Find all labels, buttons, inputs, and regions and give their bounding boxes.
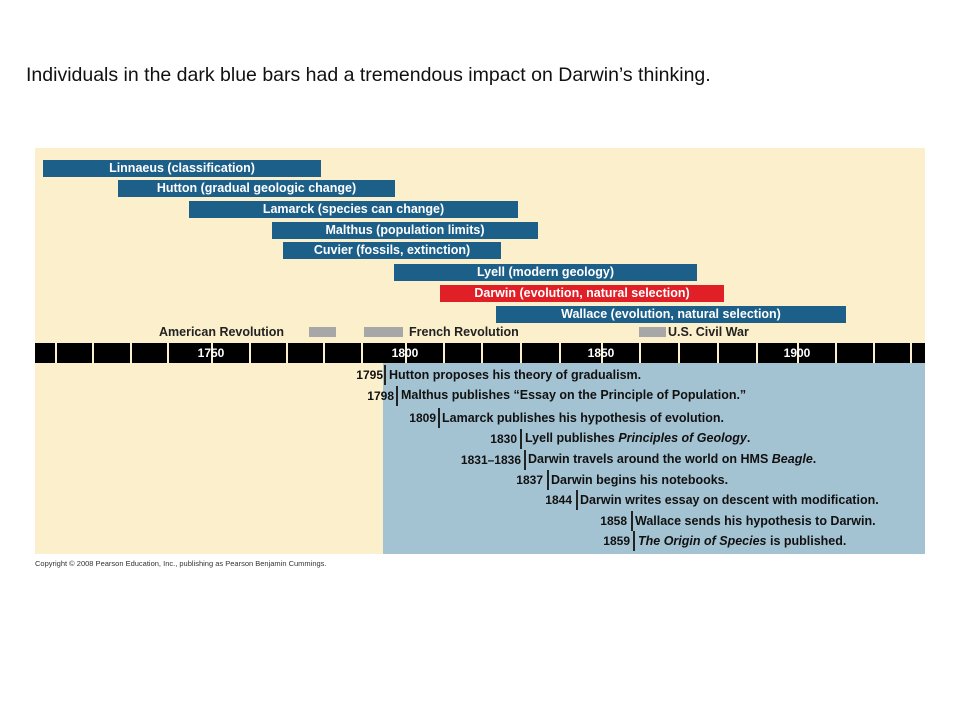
axis-tick: [601, 343, 603, 363]
event-marker: [524, 450, 526, 470]
event-marker: [520, 429, 522, 449]
bar-linnaeus: Linnaeus (classification): [43, 160, 321, 177]
axis-tick: [797, 343, 799, 363]
axis-label-1800: 1800: [391, 346, 419, 360]
event-year: 1859: [603, 534, 630, 548]
axis-label-1900: 1900: [783, 346, 811, 360]
axis-tick: [167, 343, 169, 363]
axis-tick: [481, 343, 483, 363]
bar-hutton: Hutton (gradual geologic change): [118, 180, 395, 197]
event-text: Darwin begins his notebooks.: [551, 473, 729, 487]
civil-war-block: [639, 327, 666, 337]
event-year: 1837: [516, 473, 543, 487]
axis-label-1750: 1750: [197, 346, 225, 360]
time-axis: 1750 1800 1850 1900: [35, 343, 925, 363]
event-text: Hutton proposes his theory of gradualism…: [389, 368, 642, 382]
event-year: 1795: [356, 368, 383, 382]
american-revolution-block: [309, 327, 336, 337]
event-text: The Origin of Species is published.: [638, 534, 847, 548]
event-marker: [547, 470, 549, 490]
event-marker: [396, 386, 398, 406]
axis-tick: [559, 343, 561, 363]
axis-tick: [873, 343, 875, 363]
page-title: Individuals in the dark blue bars had a …: [26, 64, 711, 86]
axis-tick: [249, 343, 251, 363]
axis-tick: [55, 343, 57, 363]
event-marker: [631, 511, 633, 531]
event-text: Lyell publishes Principles of Geology.: [525, 431, 751, 445]
axis-tick: [756, 343, 758, 363]
axis-tick: [405, 343, 407, 363]
axis-tick: [717, 343, 719, 363]
event-text: Darwin travels around the world on HMS B…: [528, 452, 817, 466]
event-year: 1858: [600, 514, 627, 528]
french-revolution-block: [364, 327, 403, 337]
axis-tick: [92, 343, 94, 363]
event-text: Wallace sends his hypothesis to Darwin.: [635, 514, 876, 528]
axis-tick: [639, 343, 641, 363]
event-text: Malthus publishes “Essay on the Principl…: [401, 388, 747, 402]
axis-tick: [835, 343, 837, 363]
event-marker: [576, 490, 578, 510]
bar-lamarck: Lamarck (species can change): [189, 201, 518, 218]
french-revolution-label: French Revolution: [409, 325, 519, 339]
events-region: [383, 363, 925, 554]
axis-tick: [678, 343, 680, 363]
american-revolution-label: American Revolution: [159, 325, 285, 339]
axis-label-1850: 1850: [587, 346, 615, 360]
bar-lyell: Lyell (modern geology): [394, 264, 697, 281]
event-text: Darwin writes essay on descent with modi…: [580, 493, 879, 507]
axis-tick: [323, 343, 325, 363]
event-year: 1798: [367, 389, 394, 403]
civil-war-label: U.S. Civil War: [668, 325, 749, 339]
event-marker: [384, 365, 386, 385]
axis-tick: [130, 343, 132, 363]
axis-tick: [286, 343, 288, 363]
axis-tick: [361, 343, 363, 363]
event-year: 1830: [490, 432, 517, 446]
axis-tick: [211, 343, 213, 363]
bar-malthus: Malthus (population limits): [272, 222, 538, 239]
bar-cuvier: Cuvier (fossils, extinction): [283, 242, 501, 259]
bar-wallace: Wallace (evolution, natural selection): [496, 306, 846, 323]
event-year: 1831–1836: [460, 453, 521, 467]
event-marker: [633, 531, 635, 551]
event-text: Lamarck publishes his hypothesis of evol…: [442, 411, 725, 425]
axis-tick: [520, 343, 522, 363]
event-year: 1809: [409, 411, 436, 425]
event-marker: [438, 408, 440, 428]
event-year: 1844: [545, 493, 572, 507]
axis-tick: [910, 343, 912, 363]
bar-darwin: Darwin (evolution, natural selection): [440, 285, 724, 302]
copyright-text: Copyright © 2008 Pearson Education, Inc.…: [35, 559, 327, 568]
axis-tick: [443, 343, 445, 363]
timeline-figure: Linnaeus (classification) Hutton (gradua…: [35, 148, 925, 554]
